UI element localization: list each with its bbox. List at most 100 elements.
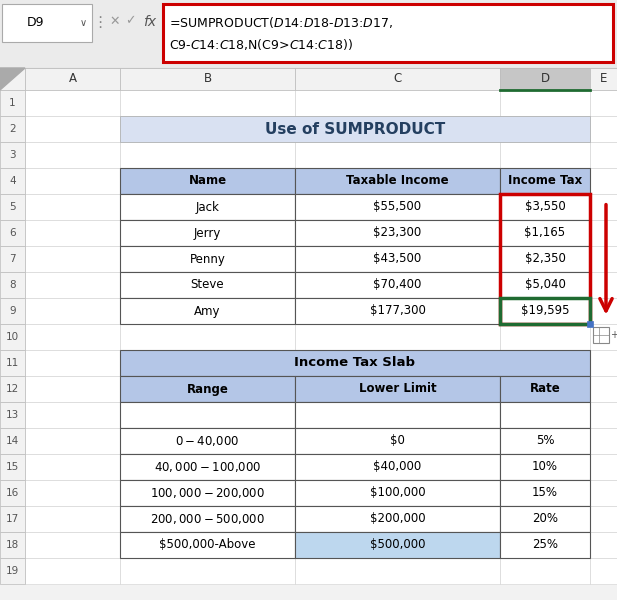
Bar (25, 454, 120, 480)
Text: ✓: ✓ (125, 14, 135, 28)
Bar (25, 298, 120, 324)
Text: A: A (68, 73, 77, 85)
Text: C: C (394, 73, 402, 85)
Bar (295, 168, 500, 194)
Text: $70,400: $70,400 (373, 278, 421, 292)
Bar (0, 558, 25, 584)
Text: 14: 14 (6, 436, 19, 446)
Bar (295, 376, 500, 402)
Bar (590, 220, 617, 246)
Text: Lower Limit: Lower Limit (358, 383, 436, 395)
Bar (590, 558, 617, 584)
Text: Amy: Amy (194, 304, 221, 317)
Bar (25, 116, 120, 142)
Bar (25, 480, 120, 506)
Text: ⋮: ⋮ (93, 16, 107, 31)
Bar (500, 480, 590, 506)
Bar (0, 142, 25, 168)
Bar (120, 402, 295, 428)
Bar (120, 194, 295, 220)
Bar (25, 168, 120, 194)
Bar (295, 532, 500, 558)
Bar (0, 194, 25, 220)
Bar (295, 402, 500, 428)
Bar (120, 350, 295, 376)
Text: $100,000: $100,000 (370, 487, 425, 499)
Bar (295, 480, 500, 506)
Text: Rate: Rate (529, 383, 560, 395)
Bar (120, 454, 295, 480)
Text: 8: 8 (9, 280, 16, 290)
Bar (590, 246, 617, 272)
Bar (500, 246, 590, 272)
Bar (120, 532, 295, 558)
Bar (295, 428, 500, 454)
Bar (590, 324, 617, 350)
Text: 13: 13 (6, 410, 19, 420)
Bar (500, 506, 590, 532)
Text: $1,165: $1,165 (524, 226, 566, 239)
Bar (0, 68, 25, 90)
Bar (0, 68, 617, 90)
Bar (500, 454, 590, 480)
Bar (25, 142, 120, 168)
Text: 19: 19 (6, 566, 19, 576)
Text: $500,000: $500,000 (370, 539, 425, 551)
Bar (295, 454, 500, 480)
Text: fx: fx (143, 15, 157, 29)
Bar (587, 321, 593, 327)
Bar (590, 298, 617, 324)
Bar (120, 506, 295, 532)
Bar (295, 298, 500, 324)
Text: $0: $0 (390, 434, 405, 448)
Bar (25, 68, 120, 90)
Text: exceldemy: exceldemy (356, 536, 439, 551)
Text: $0-$40,000: $0-$40,000 (175, 434, 239, 448)
Bar (25, 220, 120, 246)
Bar (120, 480, 295, 506)
Bar (0, 0, 617, 68)
Bar (500, 298, 590, 324)
Bar (295, 220, 500, 246)
Bar (500, 194, 590, 220)
Bar (0, 350, 25, 376)
Bar (120, 272, 295, 298)
Text: $100,000-$200,000: $100,000-$200,000 (150, 486, 265, 500)
Text: $43,500: $43,500 (373, 253, 421, 265)
Bar (120, 272, 295, 298)
Bar (500, 454, 590, 480)
Text: Range: Range (186, 383, 228, 395)
Bar (120, 194, 295, 220)
Text: 12: 12 (6, 384, 19, 394)
Text: $40,000: $40,000 (373, 461, 421, 473)
Bar (500, 506, 590, 532)
Bar (500, 480, 590, 506)
Bar (120, 168, 295, 194)
Text: D9: D9 (27, 16, 44, 29)
Bar (25, 376, 120, 402)
Bar (295, 194, 500, 220)
Bar (500, 324, 590, 350)
Bar (25, 428, 120, 454)
Bar (500, 90, 590, 116)
Bar (590, 272, 617, 298)
Bar (295, 272, 500, 298)
Text: Jerry: Jerry (194, 226, 221, 239)
Bar (120, 376, 295, 402)
Text: 2: 2 (9, 124, 16, 134)
Bar (25, 558, 120, 584)
Bar (2, 4, 92, 42)
Bar (295, 142, 500, 168)
Bar (295, 168, 500, 194)
Bar (0, 168, 25, 194)
Text: 4: 4 (9, 176, 16, 186)
Text: C9-$C$14:$C$18,N(C9>$C$14:$C$18)): C9-$C$14:$C$18,N(C9>$C$14:$C$18)) (169, 37, 353, 52)
Bar (500, 246, 590, 272)
Text: 15: 15 (6, 462, 19, 472)
Bar (590, 194, 617, 220)
Bar (120, 428, 295, 454)
Bar (120, 168, 295, 194)
Bar (25, 272, 120, 298)
Bar (500, 298, 590, 324)
Text: $40,000-$100,000: $40,000-$100,000 (154, 460, 261, 474)
